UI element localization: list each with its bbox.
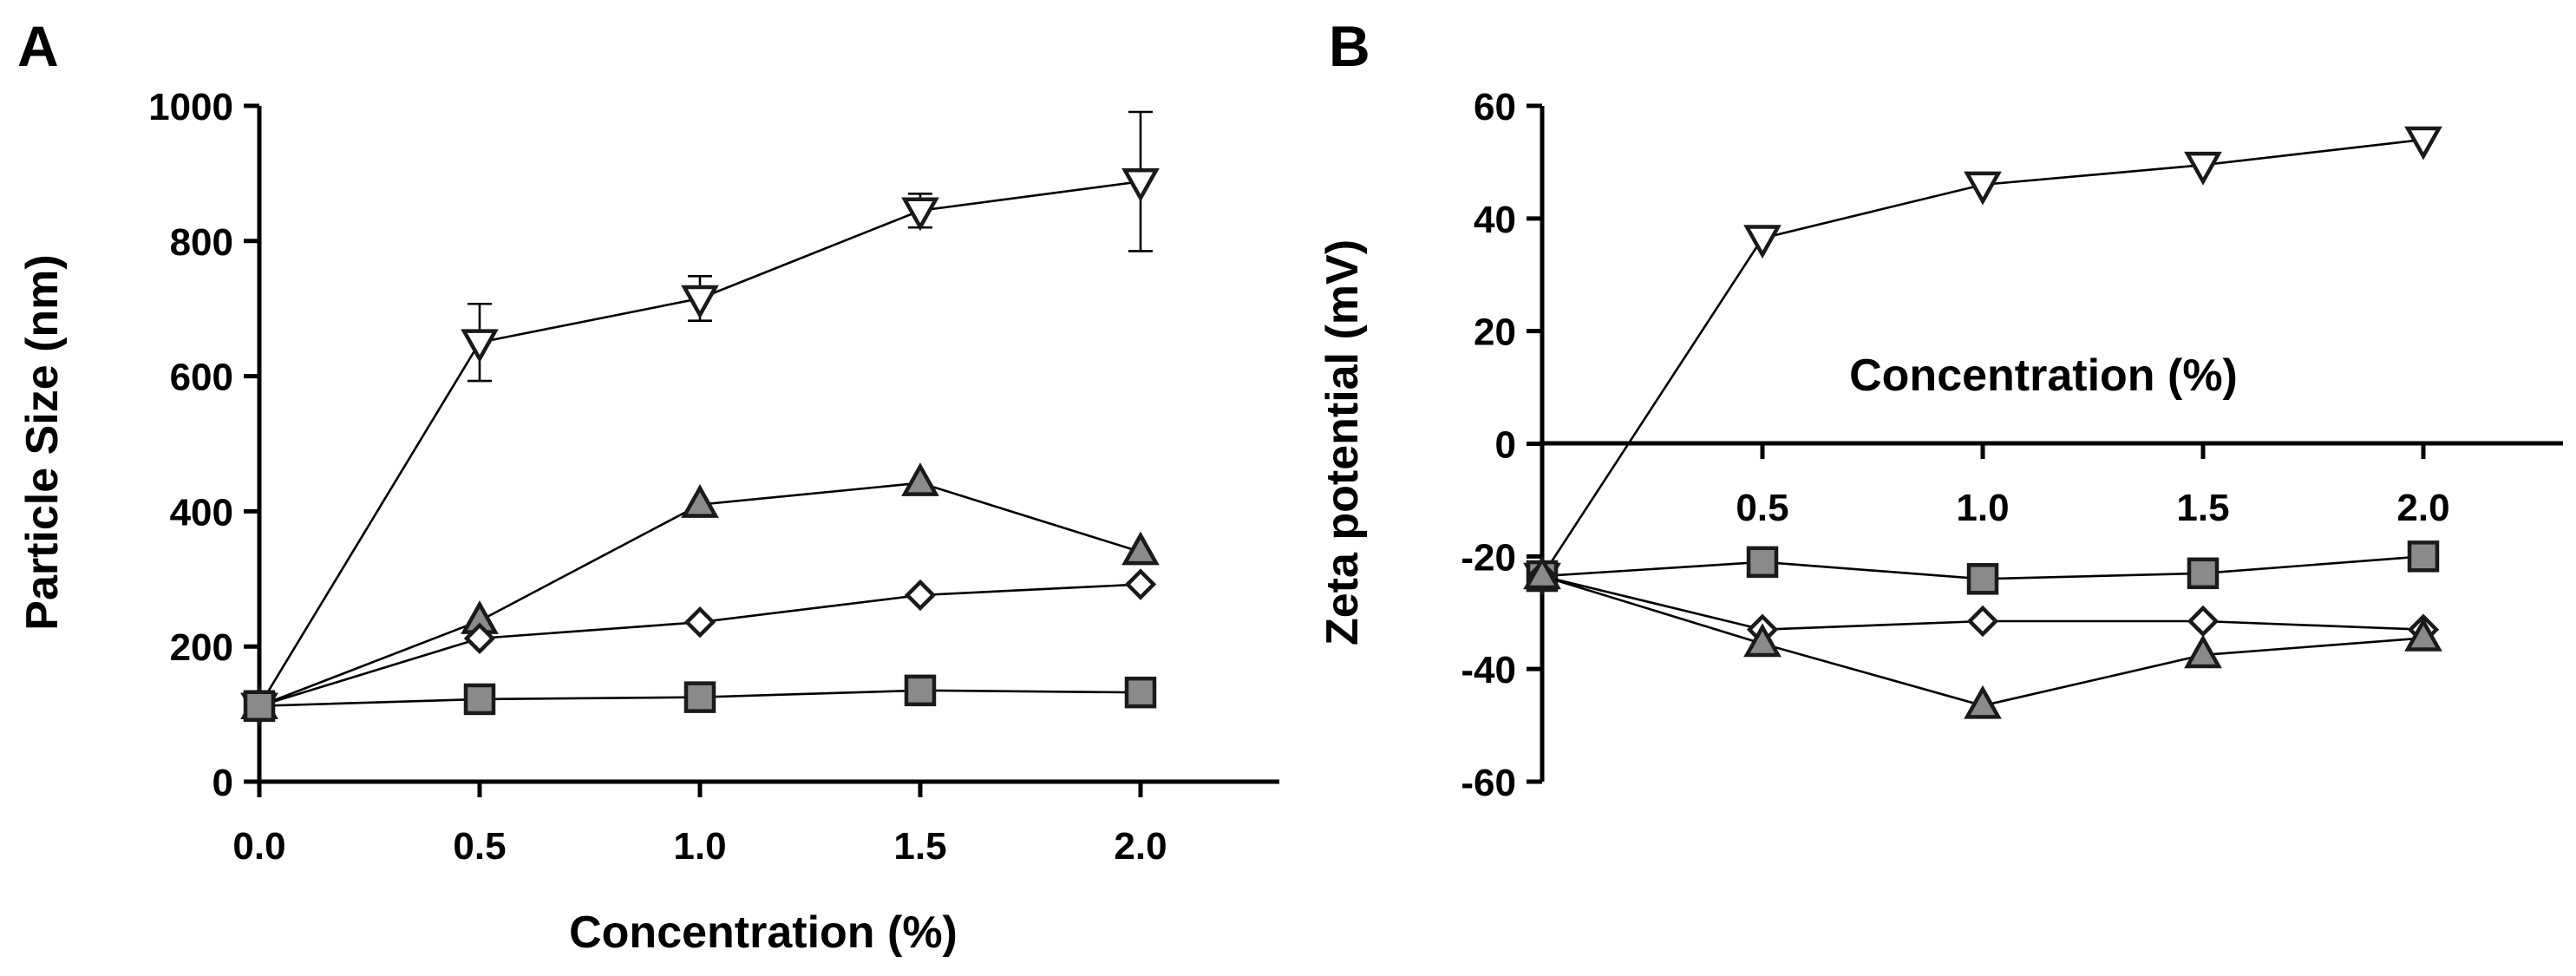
square-marker [683,681,716,713]
triangle-down-marker [2184,151,2222,186]
x-tick-label: 1.0 [1956,487,2009,529]
x-tick-label: 2.0 [2396,487,2449,529]
panel-a-x-axis-title: Concentration (%) [569,907,958,958]
x-tick-label: 1.0 [673,825,726,868]
triangle-down-marker [901,197,939,232]
diamond-marker [2187,605,2220,638]
diamond-marker [904,579,937,612]
triangle-down-marker [681,285,719,319]
x-tick-label: 2.0 [1114,825,1167,868]
triangle-down-marker [1964,171,2002,206]
square-marker [2407,540,2440,573]
triangle-down-marker [1743,225,1782,259]
panel-b-y-ticks: -60 -40 -20 0 20 40 60 [1461,86,1542,804]
panel-b-zeta-potential-chart: B -60 -40 -20 0 20 40 60 0.5 1.0 1.5 2.0 Concentr… [1317,14,2563,804]
square-marker [1746,546,1779,579]
y-tick-label: 400 [170,491,233,534]
square-marker [2187,557,2220,590]
triangle-down-marker [1121,167,1160,202]
panel-b-series [1523,126,2442,719]
panel-b-x-ticks: 0.5 1.0 1.5 2.0 [1736,443,2450,529]
y-tick-label: 800 [170,221,233,264]
diamond-marker [1124,568,1157,600]
x-tick-label: 0.5 [453,825,506,868]
y-tick-label: 20 [1474,311,1516,354]
panel-a-letter: A [17,14,59,78]
panel-b-x-axis-title: Concentration (%) [1849,350,2238,401]
y-tick-label: 200 [170,626,233,669]
triangle-down-marker [2404,126,2442,160]
y-tick-label: -40 [1461,649,1516,691]
triangle-up-marker [2404,617,2442,652]
panel-a-series [240,110,1160,727]
triangle-up-marker [1121,531,1160,566]
triangle-up-marker [901,462,939,496]
series-open-inverted-triangle [240,110,1160,727]
square-marker [463,683,496,716]
triangle-up-marker [2184,634,2222,669]
y-tick-label: -20 [1461,536,1516,579]
panel-a-x-ticks: 0.0 0.5 1.0 1.5 2.0 [232,782,1167,868]
y-tick-label: 1000 [148,86,233,128]
x-tick-label: 0.0 [232,825,285,868]
square-marker [1124,676,1157,709]
panel-a-y-ticks: 0 200 400 600 800 1000 [148,86,259,804]
y-tick-label: -60 [1461,762,1516,804]
triangle-down-marker [461,329,499,364]
diamond-marker [1966,605,1999,638]
triangle-up-marker [1743,623,1782,658]
triangle-up-marker [1523,555,1561,590]
panel-b-y-axis-title: Zeta potential (mV) [1317,239,1368,645]
x-tick-label: 0.5 [1736,487,1788,529]
y-tick-label: 0 [212,762,233,804]
panel-a-y-axis-title: Particle Size (nm) [17,254,68,630]
panel-b-letter: B [1329,14,1370,78]
diamond-marker [683,606,716,639]
square-marker [904,674,937,707]
series-open-inverted-triangle [1523,126,2442,597]
y-tick-label: 60 [1474,86,1516,128]
square-marker [1966,563,1999,595]
x-tick-label: 1.5 [893,825,946,868]
y-tick-label: 40 [1474,199,1516,241]
series-grey-square [243,674,1157,723]
y-tick-label: 600 [170,357,233,399]
x-tick-label: 1.5 [2176,487,2229,529]
diamond-marker [463,622,496,655]
triangle-up-marker [1964,685,2002,719]
triangle-up-marker [681,484,719,518]
square-marker [243,690,276,723]
series-grey-triangle [1523,555,2442,719]
panel-a-particle-size-chart: A 0 200 400 600 800 1000 0.0 0.5 1.0 1.5 2.0 Conc… [17,14,1279,958]
y-tick-label: 0 [1495,424,1516,467]
